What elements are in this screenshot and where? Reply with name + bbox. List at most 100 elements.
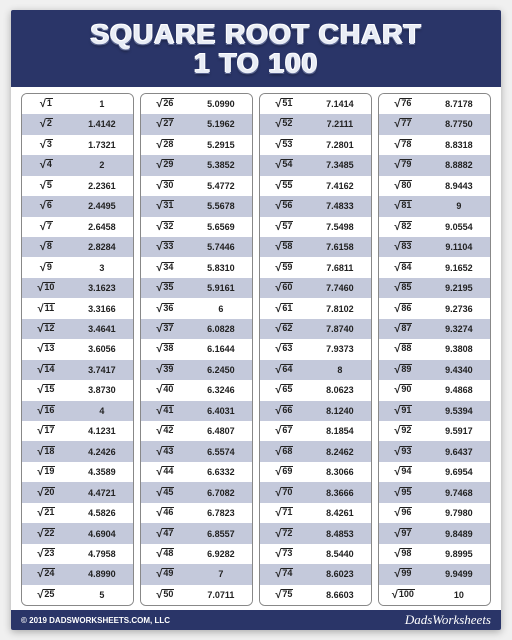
- value-cell: 9.5917: [428, 426, 490, 436]
- table-row: √224.6904: [22, 523, 133, 543]
- radical-cell: √25: [22, 589, 71, 601]
- value-cell: 8.3066: [309, 467, 371, 477]
- radical-cell: √77: [379, 118, 428, 130]
- table-row: √889.3808: [379, 339, 490, 359]
- value-cell: 9.1104: [428, 242, 490, 252]
- brand-text: DadsWorksheets: [405, 612, 491, 628]
- table-row: √537.2801: [260, 135, 371, 155]
- value-cell: 2.6458: [71, 222, 133, 232]
- value-cell: 6.9282: [190, 549, 252, 559]
- radical-cell: √41: [141, 405, 190, 417]
- table-row: √204.4721: [22, 482, 133, 502]
- table-row: √919.5394: [379, 401, 490, 421]
- value-cell: 7.6158: [309, 242, 371, 252]
- value-cell: 3: [71, 263, 133, 273]
- value-cell: 6.8557: [190, 529, 252, 539]
- value-cell: 9.0554: [428, 222, 490, 232]
- table-row: √11: [22, 94, 133, 114]
- table-row: √939.6437: [379, 441, 490, 461]
- table-row: √295.3852: [141, 155, 252, 175]
- value-cell: 8.6023: [309, 569, 371, 579]
- value-cell: 5.8310: [190, 263, 252, 273]
- column-1: √11√21.4142√31.7321√42√52.2361√62.4495√7…: [21, 93, 134, 606]
- footer: © 2019 DADSWORKSHEETS.COM, LLC DadsWorks…: [11, 610, 501, 630]
- radical-cell: √22: [22, 528, 71, 540]
- table-row: √335.7446: [141, 237, 252, 257]
- radical-cell: √55: [260, 180, 309, 192]
- table-row: √627.8740: [260, 319, 371, 339]
- radical-cell: √12: [22, 323, 71, 335]
- radical-cell: √18: [22, 446, 71, 458]
- radical-cell: √62: [260, 323, 309, 335]
- table-row: √93: [22, 257, 133, 277]
- column-4: √768.7178√778.7750√788.8318√798.8882√808…: [378, 93, 491, 606]
- table-row: √174.1231: [22, 421, 133, 441]
- radical-cell: √39: [141, 364, 190, 376]
- table-row: √133.6056: [22, 339, 133, 359]
- value-cell: 2: [71, 160, 133, 170]
- value-cell: 8.4261: [309, 508, 371, 518]
- radical-cell: √49: [141, 568, 190, 580]
- value-cell: 10: [428, 590, 490, 600]
- value-cell: 7.7460: [309, 283, 371, 293]
- table-row: √979.8489: [379, 523, 490, 543]
- radical-cell: √91: [379, 405, 428, 417]
- radical-cell: √35: [141, 282, 190, 294]
- header: SQUARE ROOT CHART 1 TO 100: [11, 10, 501, 87]
- table-row: √879.3274: [379, 319, 490, 339]
- value-cell: 7.3485: [309, 160, 371, 170]
- value-cell: 2.8284: [71, 242, 133, 252]
- value-cell: 8.7750: [428, 119, 490, 129]
- value-cell: 9.3274: [428, 324, 490, 334]
- value-cell: 8.6603: [309, 590, 371, 600]
- value-cell: 2.2361: [71, 181, 133, 191]
- table-row: √113.3166: [22, 298, 133, 318]
- table-row: √265.0990: [141, 94, 252, 114]
- radical-cell: √78: [379, 139, 428, 151]
- table-row: √396.2450: [141, 360, 252, 380]
- value-cell: 7.1414: [309, 99, 371, 109]
- copyright-text: © 2019 DADSWORKSHEETS.COM, LLC: [21, 616, 170, 625]
- value-cell: 3.7417: [71, 365, 133, 375]
- column-2: √265.0990√275.1962√285.2915√295.3852√305…: [140, 93, 253, 606]
- radical-cell: √66: [260, 405, 309, 417]
- radical-cell: √32: [141, 221, 190, 233]
- radical-cell: √5: [22, 180, 71, 192]
- radical-cell: √42: [141, 425, 190, 437]
- radical-cell: √37: [141, 323, 190, 335]
- radical-cell: √60: [260, 282, 309, 294]
- value-cell: 9.4340: [428, 365, 490, 375]
- radical-cell: √31: [141, 200, 190, 212]
- value-cell: 8.1854: [309, 426, 371, 436]
- table-row: √376.0828: [141, 319, 252, 339]
- table-row: √637.9373: [260, 339, 371, 359]
- table-row: √778.7750: [379, 114, 490, 134]
- title-line-2: 1 TO 100: [11, 49, 501, 78]
- table-row: √214.5826: [22, 503, 133, 523]
- radical-cell: √23: [22, 548, 71, 560]
- value-cell: 6.5574: [190, 447, 252, 457]
- table-row: √798.8882: [379, 155, 490, 175]
- table-row: √21.4142: [22, 114, 133, 134]
- radical-cell: √15: [22, 384, 71, 396]
- table-row: √839.1104: [379, 237, 490, 257]
- value-cell: 8.2462: [309, 447, 371, 457]
- table-row: √688.2462: [260, 441, 371, 461]
- value-cell: 6.6332: [190, 467, 252, 477]
- value-cell: 7.2111: [309, 119, 371, 129]
- radical-cell: √63: [260, 343, 309, 355]
- radical-cell: √97: [379, 528, 428, 540]
- table-row: √648: [260, 360, 371, 380]
- radical-cell: √30: [141, 180, 190, 192]
- value-cell: 6.0828: [190, 324, 252, 334]
- table-row: √244.8990: [22, 564, 133, 584]
- title-line-1: SQUARE ROOT CHART: [11, 20, 501, 49]
- table-row: √255: [22, 585, 133, 605]
- radical-cell: √20: [22, 487, 71, 499]
- table-row: √768.7178: [379, 94, 490, 114]
- radical-cell: √84: [379, 262, 428, 274]
- table-row: √617.8102: [260, 298, 371, 318]
- table-row: √718.4261: [260, 503, 371, 523]
- radical-cell: √59: [260, 262, 309, 274]
- value-cell: 9.2195: [428, 283, 490, 293]
